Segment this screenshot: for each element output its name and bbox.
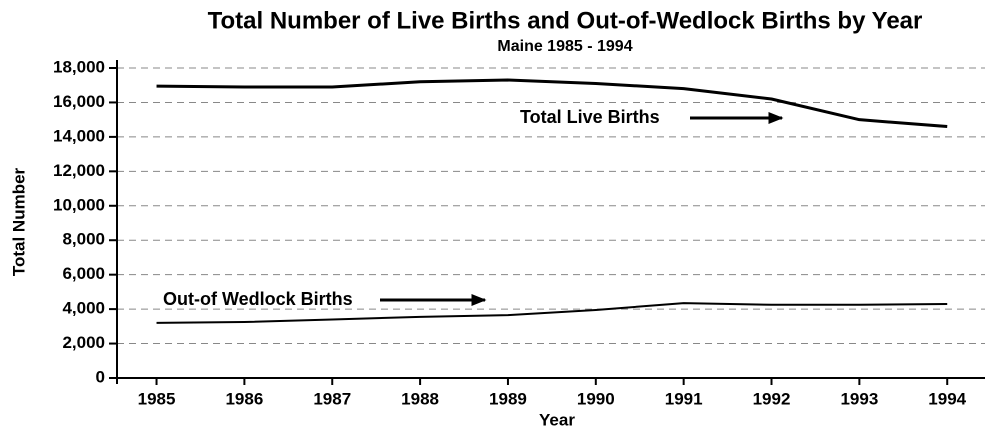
y-tick-label: 4,000 <box>62 299 105 318</box>
y-axis-label: Total Number <box>9 167 28 276</box>
y-tick-label: 14,000 <box>53 126 105 145</box>
x-tick-label: 1990 <box>577 389 615 408</box>
x-tick-label: 1986 <box>225 389 263 408</box>
series-label: Total Live Births <box>520 107 660 127</box>
series-line <box>156 302 948 324</box>
y-tick-label: 18,000 <box>53 57 105 76</box>
y-tick-label: 16,000 <box>53 92 105 111</box>
x-tick-label: 1992 <box>753 389 791 408</box>
series-line <box>156 78 948 129</box>
x-tick-label: 1985 <box>138 389 176 408</box>
x-tick-label: 1987 <box>313 389 351 408</box>
y-tick-label: 10,000 <box>53 195 105 214</box>
y-tick-label: 6,000 <box>62 264 105 283</box>
x-axis-label: Year <box>539 410 575 429</box>
x-tick-label: 1993 <box>840 389 878 408</box>
y-tick-label: 2,000 <box>62 333 105 352</box>
series-label: Out-of Wedlock Births <box>163 289 353 309</box>
x-tick-label: 1991 <box>665 389 703 408</box>
y-tick-label: 8,000 <box>62 230 105 249</box>
x-tick-label: 1988 <box>401 389 439 408</box>
x-tick-label: 1994 <box>928 389 966 408</box>
chart-title: Total Number of Live Births and Out-of-W… <box>208 7 923 34</box>
chart-subtitle: Maine 1985 - 1994 <box>497 38 632 55</box>
x-tick-label: 1989 <box>489 389 527 408</box>
y-tick-label: 12,000 <box>53 161 105 180</box>
y-tick-label: 0 <box>96 367 105 386</box>
